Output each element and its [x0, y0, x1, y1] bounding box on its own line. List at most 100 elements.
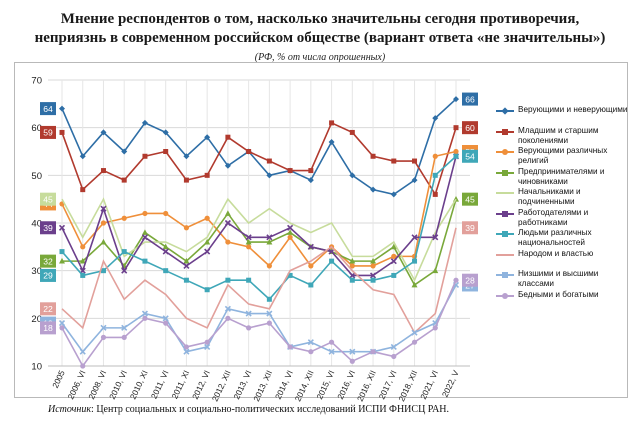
data-point: [411, 177, 418, 184]
data-point: [308, 349, 314, 355]
data-point: [287, 229, 294, 235]
data-point: [307, 177, 314, 184]
data-point: [266, 238, 273, 245]
data-point: [328, 339, 335, 345]
value-label: 18: [43, 323, 53, 333]
data-point: [245, 234, 252, 241]
legend-label: Начальниками и подчиненными: [518, 187, 581, 206]
data-point: [329, 258, 335, 264]
y-tick-label: 40: [31, 219, 42, 230]
data-point: [349, 263, 355, 269]
value-badge: [462, 121, 478, 135]
data-point: [411, 339, 418, 345]
data-point: [349, 348, 356, 355]
data-point: [307, 339, 314, 346]
data-point: [162, 315, 169, 322]
legend-swatch: [496, 192, 514, 194]
legend-label: Верующими и неверующими: [518, 105, 628, 114]
legend-marker: [502, 231, 508, 237]
data-point: [225, 134, 231, 140]
data-point: [266, 234, 273, 241]
legend-item: Верующими и неверующими: [496, 105, 636, 126]
x-tick-label: 2015, VI: [314, 369, 336, 401]
legend-marker: [502, 272, 508, 278]
y-tick-label: 10: [31, 362, 42, 373]
data-point: [162, 248, 169, 255]
data-point: [141, 234, 149, 241]
data-point: [432, 153, 438, 159]
legend-marker: [501, 107, 509, 115]
data-point: [183, 277, 189, 283]
data-point: [80, 272, 86, 278]
data-point: [163, 210, 169, 217]
data-point: [308, 282, 314, 288]
data-point: [204, 248, 211, 255]
data-point: [390, 343, 397, 350]
data-point: [307, 243, 314, 250]
data-point: [266, 263, 272, 269]
data-point: [59, 249, 65, 255]
value-label: 59: [43, 128, 53, 138]
legend-item: Низшими и высшими классами: [496, 269, 636, 290]
data-point: [163, 320, 169, 326]
data-point: [432, 172, 438, 178]
series-line: [61, 227, 457, 334]
data-point: [246, 149, 252, 154]
value-badge: [462, 92, 478, 106]
data-point: [370, 186, 377, 193]
data-point: [432, 267, 439, 274]
data-point: [163, 268, 169, 274]
y-tick-label: 20: [31, 314, 42, 325]
data-point: [390, 243, 397, 250]
data-point: [204, 343, 211, 350]
data-point: [121, 267, 128, 274]
x-tick-label: 2011, VI: [149, 369, 171, 401]
legend-label: Бедными и богатыми: [518, 289, 599, 299]
data-point: [100, 238, 107, 245]
series-line: [61, 155, 457, 301]
value-label: 39: [43, 223, 53, 233]
data-point: [349, 257, 356, 264]
data-point: [121, 177, 127, 183]
legend-marker: [502, 292, 508, 299]
y-tick-label: 60: [31, 123, 42, 134]
data-point: [58, 224, 66, 231]
value-badge: [40, 192, 56, 206]
x-tick-label: 2018, XII: [396, 369, 419, 403]
data-point: [245, 238, 252, 245]
data-point: [100, 268, 106, 274]
value-badge: [40, 302, 56, 316]
data-point: [391, 272, 397, 278]
data-point: [79, 153, 86, 160]
data-point: [142, 315, 148, 321]
data-point: [411, 234, 418, 241]
value-badge: [462, 273, 478, 287]
data-point: [58, 320, 66, 327]
data-point: [80, 187, 86, 193]
data-point: [163, 149, 169, 154]
data-point: [225, 277, 231, 283]
chart-title: Мнение респондентов о том, насколько зна…: [0, 10, 640, 48]
x-tick-label: 2010, VI: [107, 369, 129, 401]
legend-item: Бедными и богатыми: [496, 290, 636, 311]
series-line: [61, 279, 457, 368]
data-point: [100, 129, 107, 136]
data-point: [121, 215, 127, 221]
data-point: [349, 272, 356, 279]
data-point: [328, 138, 335, 145]
chart-title-line-2: неприязнь в современном российском общес…: [34, 30, 606, 46]
x-tick-label: 2022, V: [440, 368, 461, 399]
data-point: [245, 310, 252, 317]
data-point: [370, 153, 376, 159]
data-point: [432, 234, 439, 241]
data-point: [390, 191, 397, 198]
data-point: [141, 310, 149, 317]
legend-label: Верующими различных религий: [518, 146, 608, 165]
data-point: [390, 258, 397, 265]
value-label: 45: [43, 194, 53, 204]
data-point: [411, 329, 418, 336]
data-point: [79, 257, 86, 264]
x-tick-label: 2006, VI: [65, 369, 87, 401]
legend-marker: [502, 128, 508, 135]
legend-label: Младшим и старшим поколениями: [518, 125, 599, 145]
